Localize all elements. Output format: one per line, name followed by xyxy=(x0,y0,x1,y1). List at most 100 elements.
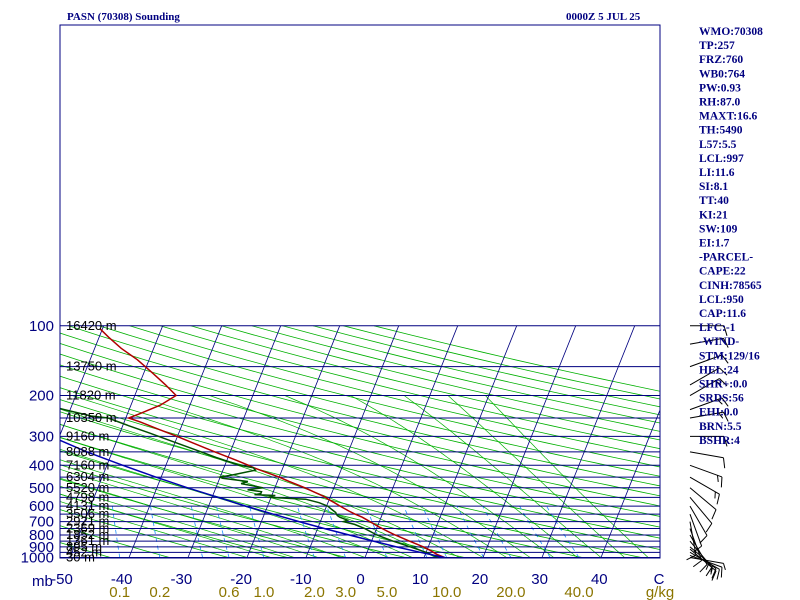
wind-barb-flag xyxy=(692,560,702,568)
wind-barb-staff xyxy=(689,513,703,547)
index-label: TH:5490 xyxy=(699,125,743,137)
wind-barb-flag xyxy=(686,554,697,561)
wind-barb-staff xyxy=(689,451,724,459)
isotherm xyxy=(305,325,400,558)
index-label: RH:87.0 xyxy=(699,97,740,109)
mixing-ratio-tick-label: 2.0 xyxy=(304,584,325,600)
index-label: CAPE:22 xyxy=(699,266,746,278)
isotherm xyxy=(482,325,577,558)
pressure-tick-label: 500 xyxy=(29,480,54,497)
wind-barb-flag xyxy=(699,535,708,544)
wind-barb-flag xyxy=(723,325,728,336)
wind-barb-flag xyxy=(720,476,723,488)
pressure-tick-label: 900 xyxy=(29,539,54,556)
index-label: SW:109 xyxy=(699,223,738,235)
wind-barb-staff xyxy=(689,337,724,345)
wind-barb-staff xyxy=(689,505,708,536)
temperature-tick-label: 10 xyxy=(412,571,429,588)
wind-barb-flag xyxy=(692,545,702,553)
mixing-ratio-line xyxy=(112,506,121,558)
height-label: 11820 m xyxy=(66,388,116,403)
mixing-ratio-tick-label: 0.1 xyxy=(109,584,130,600)
height-label: 7160 m xyxy=(66,457,109,472)
height-label: 895 m xyxy=(66,539,102,554)
index-label: LFC:-1 xyxy=(699,322,736,334)
index-label: FRZ:760 xyxy=(699,54,743,66)
pressure-tick-label: 1000 xyxy=(21,550,54,567)
pressure-tick-label: 400 xyxy=(29,457,54,474)
index-label: EHI:0.0 xyxy=(699,407,739,419)
pressure-tick-label: 700 xyxy=(29,514,54,531)
wind-barb-flag xyxy=(716,494,720,505)
wind-barb-flag xyxy=(716,569,720,580)
wind-barb-staff xyxy=(689,476,720,495)
wind-barb-flag xyxy=(711,570,717,581)
height-label: 5520 m xyxy=(66,480,109,495)
wind-barb-flag xyxy=(719,367,728,376)
index-label: KI:21 xyxy=(699,209,728,221)
mixing-ratio-tick-label: 0.6 xyxy=(219,584,240,600)
height-label: 30 m xyxy=(66,550,95,565)
wind-barb-flag xyxy=(723,436,728,447)
temperature-tick-label: -30 xyxy=(171,571,193,588)
wind-barbs xyxy=(686,325,729,581)
temperature-tick-label: C xyxy=(654,571,665,588)
temperature-tick-label: -10 xyxy=(290,571,312,588)
height-label: 1361 m xyxy=(66,533,109,548)
wind-barb-staff xyxy=(689,354,723,368)
wind-barb-flag xyxy=(699,564,708,573)
height-label: 9160 m xyxy=(66,428,109,443)
wind-barb-flag xyxy=(722,457,726,469)
wind-barb-staff xyxy=(689,521,697,556)
wind-barb-staff xyxy=(689,497,713,524)
mixing-ratio-tick-label: 3.0 xyxy=(335,584,356,600)
temperature-tick-label: -50 xyxy=(51,571,73,588)
height-label: 452 m xyxy=(66,544,102,559)
mixing-ratio-tick-label: g/kg xyxy=(646,584,674,600)
height-label: 10350 m xyxy=(66,410,117,425)
pressure-tick-label: 100 xyxy=(29,318,54,335)
index-label: CINH:78565 xyxy=(699,280,762,292)
height-label: 3506 m xyxy=(66,506,109,521)
sounding-traces xyxy=(60,328,445,558)
temperature-line xyxy=(99,328,445,558)
wind-barb-flag xyxy=(719,378,728,387)
height-label: 2921 m xyxy=(66,514,109,529)
height-label: 8088 m xyxy=(66,444,109,459)
height-label: 1852 m xyxy=(66,527,109,542)
index-label: -WIND- xyxy=(699,336,739,348)
temperature-tick-label: -20 xyxy=(230,571,252,588)
index-label: LCL:997 xyxy=(699,153,744,165)
index-label: EI:1.7 xyxy=(699,238,730,250)
isotherm xyxy=(60,325,105,437)
index-label: MAXT:16.6 xyxy=(699,111,757,123)
isotherm xyxy=(541,325,636,558)
isotherm xyxy=(187,325,282,558)
background-grid xyxy=(60,325,660,558)
index-label: LI:11.6 xyxy=(699,167,735,179)
wind-barb-flag xyxy=(723,338,729,348)
mixing-ratio-tick-label: 1.0 xyxy=(254,584,275,600)
pressure-unit-label: mb xyxy=(32,573,53,590)
index-label: L57:5.5 xyxy=(699,139,737,151)
wind-barb-flag xyxy=(720,567,723,578)
parcel-line xyxy=(60,439,445,558)
pressure-tick-label: 600 xyxy=(29,498,54,515)
dewpoint-line xyxy=(60,407,439,558)
temperature-tick-label: 40 xyxy=(591,571,608,588)
isotherm xyxy=(128,325,223,558)
temperature-tick-label: 20 xyxy=(472,571,489,588)
mixing-ratio-tick-label: 10.0 xyxy=(432,584,461,600)
wind-barb-staff xyxy=(689,397,723,411)
wind-barb-flag xyxy=(723,563,726,570)
mixing-ratio-line xyxy=(190,506,203,558)
index-label: BRN:5.5 xyxy=(699,421,742,433)
wind-barb-flag xyxy=(721,397,729,407)
wind-barb-staff xyxy=(689,487,717,510)
index-label: WMO:70308 xyxy=(699,26,763,38)
wind-barb-staff xyxy=(689,378,720,396)
index-label: SI:8.1 xyxy=(699,181,728,193)
mixing-ratio-line xyxy=(296,505,315,558)
